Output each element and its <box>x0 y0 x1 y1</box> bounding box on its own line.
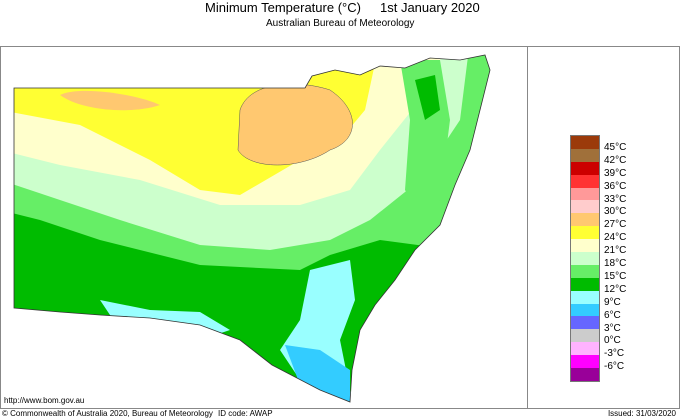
legend-divider <box>527 46 528 408</box>
legend-label: 27°C <box>604 219 627 231</box>
legend-label: 30°C <box>604 206 627 218</box>
legend-swatch <box>571 264 599 278</box>
legend-label: 3°C <box>604 322 621 334</box>
id-code: ID code: AWAP <box>218 409 273 418</box>
legend-label: 36°C <box>604 180 627 192</box>
legend-swatch <box>571 355 599 369</box>
legend-label: 21°C <box>604 245 627 257</box>
legend-label: 18°C <box>604 258 627 269</box>
issued-date: Issued: 31/03/2020 <box>607 409 676 418</box>
legend-label: 6°C <box>604 309 621 321</box>
legend-label: 9°C <box>604 296 621 308</box>
state-outline <box>13 54 491 403</box>
legend-swatch <box>571 329 599 343</box>
legend-swatch <box>571 303 599 317</box>
legend-swatch <box>571 316 599 330</box>
legend-swatch <box>571 239 599 253</box>
legend-label: 24°C <box>604 232 627 244</box>
map-subtitle: Australian Bureau of Meteorology <box>266 18 415 29</box>
legend-label: 12°C <box>604 283 627 295</box>
legend-swatch <box>571 136 599 149</box>
legend-swatch <box>571 174 599 188</box>
legend-swatch <box>571 252 599 265</box>
legend-label: 45°C <box>604 141 627 153</box>
legend-label: 39°C <box>604 167 627 179</box>
legend-swatch <box>571 187 599 201</box>
legend-swatch <box>571 200 599 214</box>
legend-swatch <box>571 148 599 162</box>
legend-swatch <box>571 290 599 304</box>
map-title: Minimum Temperature (°C) <box>205 0 361 15</box>
legend-swatch <box>571 277 599 291</box>
legend-swatch <box>571 342 599 356</box>
legend-label: -3°C <box>604 348 625 360</box>
temperature-zones <box>14 55 490 402</box>
legend-swatch <box>571 161 599 175</box>
legend-label: 33°C <box>604 193 627 205</box>
legend-label: 42°C <box>604 154 627 166</box>
legend-label: 15°C <box>604 270 627 282</box>
map-date: 1st January 2020 <box>380 0 480 15</box>
legend-label: -6°C <box>604 361 625 373</box>
copyright: © Commonwealth of Australia 2020, Bureau… <box>2 409 213 418</box>
legend-swatch <box>571 368 599 381</box>
legend-swatch <box>571 213 599 227</box>
bom-url[interactable]: http://www.bom.gov.au <box>4 396 85 405</box>
legend-colorbar <box>570 135 600 382</box>
legend-swatch <box>571 226 599 240</box>
legend-label: 0°C <box>604 335 621 347</box>
